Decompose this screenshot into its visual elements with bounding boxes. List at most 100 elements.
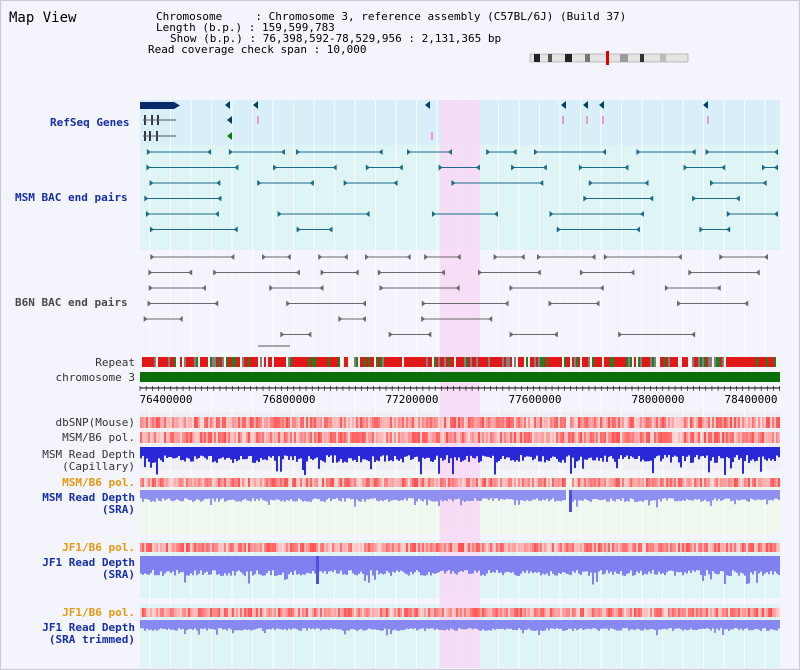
- repeat-segment: [694, 357, 696, 367]
- jf1-pol-cell: [450, 543, 452, 552]
- repeat-segment: [612, 357, 614, 367]
- msm-pol-cell: [698, 432, 700, 443]
- msm-pol-sra-cell: [614, 478, 616, 487]
- msm-pol-sra-cell: [222, 478, 224, 487]
- msm-pol-cell: [546, 432, 548, 443]
- jf1-depth-trimmed-bar: [508, 620, 510, 629]
- repeat-segment: [276, 357, 278, 367]
- dbsnp-cell: [696, 417, 698, 428]
- msm-depth-sra-bar: [684, 490, 686, 501]
- jf1-pol-cell: [514, 543, 516, 552]
- jf1-pol-trimmed-cell: [456, 608, 458, 617]
- msm-depth-sra-bar: [538, 490, 540, 501]
- jf1-pol-cell: [444, 543, 446, 552]
- jf1-pol-trimmed-cell: [428, 608, 430, 617]
- jf1-pol-trimmed-cell: [650, 608, 652, 617]
- dbsnp-cell: [736, 417, 738, 428]
- msm-pol-cell: [422, 432, 424, 443]
- jf1-pol-cell: [476, 543, 478, 552]
- msm-pol-cell: [622, 432, 624, 443]
- jf1-pol-trimmed-cell: [314, 608, 316, 617]
- jf1-depth-trimmed-bar: [496, 620, 498, 629]
- jf1-depth-trimmed-bar: [498, 620, 500, 630]
- jf1-depth-trimmed-bar: [366, 620, 368, 630]
- track-label-msm-bac[interactable]: MSM BAC end pairs: [15, 191, 128, 204]
- repeat-segment: [204, 357, 206, 367]
- jf1-pol-trimmed-cell: [490, 608, 492, 617]
- jf1-pol-cell: [306, 543, 308, 552]
- repeat-segment: [392, 357, 394, 367]
- msm-depth-sra-bar: [308, 490, 310, 502]
- msm-depth-sra-bar: [396, 490, 398, 501]
- jf1-pol-trimmed-cell: [750, 608, 752, 617]
- jf1-depth-bar: [738, 556, 740, 576]
- dbsnp-cell: [578, 417, 580, 428]
- msm-pol-sra-cell: [290, 478, 292, 487]
- jf1-depth-bar: [182, 556, 184, 573]
- jf1-pol-cell: [370, 543, 372, 552]
- msm-pol-cell: [570, 432, 572, 443]
- msm-depth-capillary-bar: [618, 447, 620, 459]
- jf1-depth-trimmed-bar: [390, 620, 392, 635]
- msm-pol-sra-cell: [208, 478, 210, 487]
- msm-pol-sra-cell: [512, 478, 514, 487]
- track-label-refseq[interactable]: RefSeq Genes: [50, 116, 130, 129]
- jf1-pol-trimmed-cell: [162, 608, 164, 617]
- jf1-pol-trimmed-cell: [282, 608, 284, 617]
- jf1-depth-bar: [410, 556, 412, 573]
- jf1-depth-bar: [404, 556, 406, 574]
- jf1-pol-cell: [712, 543, 714, 552]
- jf1-pol-trimmed-cell: [340, 608, 342, 617]
- repeat-segment: [378, 357, 380, 367]
- dbsnp-cell: [280, 417, 282, 428]
- jf1-depth-bar: [304, 556, 306, 575]
- dbsnp-cell: [148, 417, 150, 428]
- repeat-segment: [194, 357, 196, 367]
- msm-depth-capillary-bar: [406, 447, 408, 457]
- track-label-b6n-bac[interactable]: B6N BAC end pairs: [15, 296, 128, 309]
- jf1-pol-cell: [424, 543, 426, 552]
- jf1-depth-trimmed-bar: [274, 620, 276, 631]
- jf1-pol-cell: [452, 543, 454, 552]
- jf1-depth-bar: [348, 556, 350, 571]
- msm-depth-capillary-bar: [578, 447, 580, 461]
- msm-depth-sra-bar: [168, 490, 170, 499]
- repeat-segment: [206, 357, 208, 367]
- msm-depth-capillary-bar: [290, 447, 292, 457]
- jf1-depth-bar: [278, 556, 280, 575]
- msm-depth-capillary-bar: [402, 447, 404, 463]
- jf1-depth-trimmed-bar: [634, 620, 636, 631]
- jf1-pol-trimmed-cell: [316, 608, 318, 617]
- repeat-segment: [172, 357, 174, 367]
- msm-pol-sra-cell: [758, 478, 760, 487]
- repeat-segment: [698, 357, 700, 367]
- msm-pol-sra-cell: [412, 478, 414, 487]
- dbsnp-cell: [314, 417, 316, 428]
- msm-pol-sra-cell: [650, 478, 652, 487]
- msm-bac-end: [635, 226, 640, 233]
- jf1-depth-bar: [166, 556, 168, 572]
- dbsnp-cell: [434, 417, 436, 428]
- msm-bac-end: [726, 211, 731, 217]
- msm-pol-cell: [142, 432, 144, 443]
- jf1-pol-trimmed-cell: [226, 608, 228, 617]
- jf1-depth-trimmed-bar: [236, 620, 238, 631]
- msm-pol-sra-cell: [678, 478, 680, 487]
- msm-bac-end: [296, 226, 301, 233]
- jf1-depth-bar: [450, 556, 452, 574]
- dbsnp-cell: [200, 417, 202, 428]
- msm-pol-cell: [560, 432, 562, 443]
- jf1-pol-trimmed-cell: [264, 608, 266, 617]
- msm-pol-cell: [184, 432, 186, 443]
- jf1-pol-cell: [520, 543, 522, 552]
- jf1-pol-trimmed-cell: [712, 608, 714, 617]
- msm-pol-sra-cell: [674, 478, 676, 487]
- dbsnp-cell: [228, 417, 230, 428]
- msm-depth-sra-bar: [186, 490, 188, 499]
- jf1-pol-trimmed-cell: [200, 608, 202, 617]
- msm-depth-capillary-bar: [274, 447, 276, 461]
- msm-pol-cell: [192, 432, 194, 443]
- msm-depth-capillary-bar: [272, 447, 274, 456]
- jf1-depth-trimmed-bar: [560, 620, 562, 629]
